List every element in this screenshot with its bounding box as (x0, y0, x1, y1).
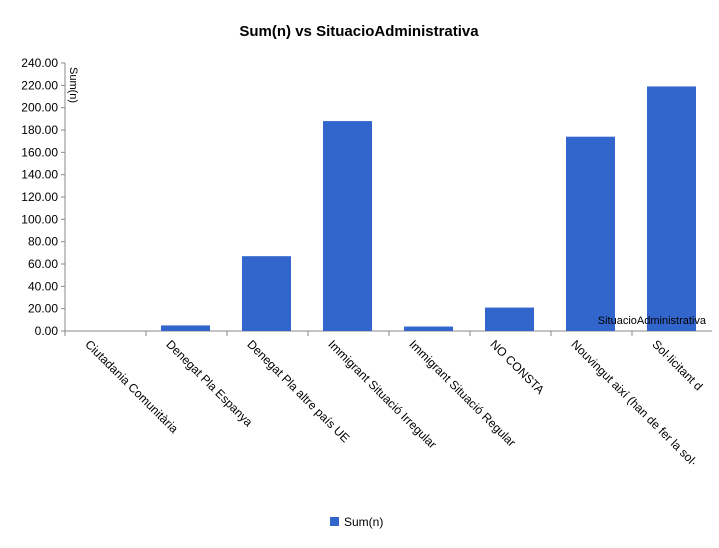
y-tick-label: 120.00 (21, 190, 58, 204)
x-tick-label: Denegat Pla Espanya (163, 337, 255, 429)
x-tick-label: Ciutadania Comunitària (82, 337, 181, 436)
bar[interactable] (161, 325, 210, 331)
y-tick-label: 40.00 (28, 279, 58, 293)
legend[interactable]: Sum(n) (330, 515, 383, 529)
x-tick-label: Sol·licitant d (649, 337, 705, 393)
y-axis: 0.00 20.00 40.00 60.00 80.00 100.00 120.00 140.… (21, 56, 66, 338)
x-axis (64, 330, 712, 336)
y-tick-label: 60.00 (28, 257, 58, 271)
legend-swatch (330, 517, 339, 526)
chart-title: Sum(n) vs SituacioAdministrativa (239, 23, 479, 40)
y-tick-label: 20.00 (28, 302, 58, 316)
bar[interactable] (242, 256, 291, 331)
y-tick-label: 0.00 (35, 324, 59, 338)
bar[interactable] (647, 86, 696, 331)
x-axis-title: SituacioAdministrativa (598, 315, 707, 327)
bar[interactable] (485, 307, 534, 331)
y-tick-label: 100.00 (21, 212, 58, 226)
y-tick-label: 240.00 (21, 56, 58, 70)
bar[interactable] (323, 121, 372, 331)
y-tick-label: 80.00 (28, 235, 58, 249)
y-tick-label: 160.00 (21, 145, 58, 159)
y-tick-label: 140.00 (21, 168, 58, 182)
y-tick-label: 200.00 (21, 101, 58, 115)
x-tick-label: NO CONSTA (487, 337, 547, 397)
y-tick-label: 220.00 (21, 78, 58, 92)
y-axis-title: Sum(n) (67, 67, 79, 103)
x-tick-label: Nouvingut així (han de fer la sol· (568, 337, 700, 469)
y-tick-label: 180.00 (21, 123, 58, 137)
legend-label: Sum(n) (344, 515, 383, 529)
bar-series (161, 86, 696, 331)
bar[interactable] (566, 136, 615, 331)
bar[interactable] (404, 326, 453, 331)
